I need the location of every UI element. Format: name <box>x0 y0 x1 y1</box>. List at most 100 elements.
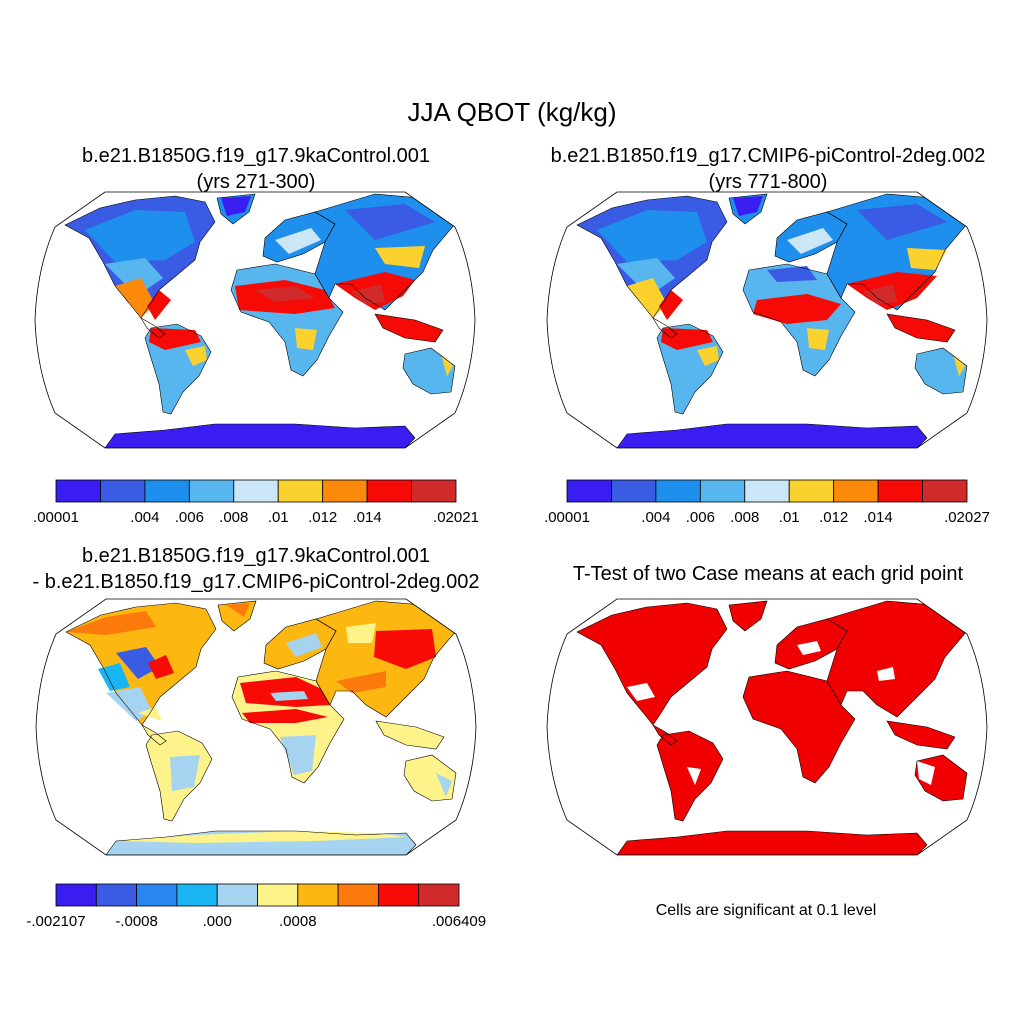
colorbar-swatch-6 <box>833 479 879 503</box>
coastline-greenland <box>728 193 768 225</box>
colorbar-label-0: .00001 <box>33 509 79 526</box>
map-border <box>35 598 477 856</box>
colorbar-swatch-7 <box>877 479 923 503</box>
insignificant-region-2 <box>917 761 935 785</box>
colorbar-swatch-5 <box>277 479 324 503</box>
panel-case1: b.e21.B1850G.f19_g17.9kaControl.001 (yrs… <box>33 145 479 526</box>
colorbar-swatch-1 <box>95 883 138 907</box>
coastline-australia <box>914 347 968 395</box>
significant-region-northAmerica <box>577 603 727 725</box>
coastline-seAsia <box>886 313 956 343</box>
coastline-seAsia <box>374 313 444 343</box>
colorbar-swatch-2 <box>136 883 178 907</box>
field-region-8 <box>226 603 250 617</box>
field-region-2 <box>617 258 675 296</box>
colorbar-diff: -.002107 -.0008 .000 .0008 .006409 <box>26 883 486 930</box>
coastline-centralAmerica <box>141 724 167 746</box>
field-region-3 <box>115 278 155 318</box>
significant-region-southAmerica <box>657 731 723 821</box>
colorbar-swatch-2 <box>144 479 190 503</box>
field-region-14 <box>255 286 315 302</box>
colorbar-swatch-1 <box>611 479 657 503</box>
colorbar-swatch-0 <box>55 479 101 503</box>
colorbar-label-0: -.002107 <box>26 913 85 930</box>
colorbar-label-10: .006409 <box>432 913 486 930</box>
field-region-24 <box>105 424 415 448</box>
field-region-6 <box>221 196 251 216</box>
colorbar-swatch-8 <box>922 479 968 503</box>
field-region-21 <box>887 314 955 342</box>
colorbar-label-3: .006 <box>175 509 204 526</box>
map-case2 <box>546 191 988 449</box>
colorbar-swatch-6 <box>297 883 339 907</box>
significant-region-asia <box>827 601 967 717</box>
colorbar-swatch-3 <box>176 883 218 907</box>
colorbar-swatch-8 <box>411 479 457 503</box>
field-region-13 <box>286 633 322 657</box>
colorbar-label-2: -.0008 <box>115 913 158 930</box>
coastline-southAmerica <box>145 730 213 822</box>
colorbar-swatch-3 <box>699 479 746 503</box>
field-region-15 <box>295 328 317 350</box>
field-region-2 <box>116 647 160 679</box>
colorbar-label-7: .014 <box>353 509 382 526</box>
coastline-australia <box>402 347 456 395</box>
coastline-seAsia <box>375 720 445 750</box>
significant-region-greenland <box>729 601 767 631</box>
field-region-17 <box>270 691 308 701</box>
field-region-15 <box>807 328 829 350</box>
field-region-1 <box>66 611 156 635</box>
field-region-16 <box>242 709 328 723</box>
field-region-22 <box>403 348 455 394</box>
field-region-9 <box>697 346 719 366</box>
panel-case2-title-line1: b.e21.B1850.f19_g17.CMIP6-piControl-2deg… <box>551 145 986 167</box>
panel-ttest: T-Test of two Case means at each grid po… <box>546 563 988 919</box>
field-region-1 <box>85 210 195 262</box>
coastline-centralAmerica <box>652 317 678 339</box>
insignificant-region-0 <box>627 683 655 701</box>
field-region-11 <box>275 228 321 254</box>
field-region-20 <box>374 629 436 669</box>
field-region-6 <box>138 707 162 721</box>
panel-ttest-title: T-Test of two Case means at each grid po… <box>573 563 964 585</box>
colorbar-label-4: .008 <box>219 509 248 526</box>
coastline-antarctica <box>616 830 928 855</box>
colorbar-label-6: .012 <box>308 509 337 526</box>
coastline-centralAmerica <box>652 724 678 746</box>
colorbar-swatch-3 <box>188 479 235 503</box>
field-region-22 <box>336 671 386 693</box>
field-region-24 <box>617 424 927 448</box>
field-region-4 <box>148 655 174 679</box>
colorbar-swatch-6 <box>322 479 368 503</box>
colorbar-label-5: .01 <box>268 509 289 526</box>
field-region-13 <box>753 294 841 324</box>
field-region-3 <box>627 278 667 318</box>
coastline-greenland <box>217 600 257 632</box>
colorbar-swatch-4 <box>216 883 258 907</box>
field-region-23 <box>376 721 444 749</box>
field-region-4 <box>659 290 683 320</box>
coastline-antarctica <box>616 423 928 448</box>
coastline-northAmerica <box>576 602 728 726</box>
significant-region-seAsia <box>887 721 955 749</box>
field-region-4 <box>147 290 171 320</box>
coastline-australia <box>403 754 457 802</box>
colorbar-swatch-2 <box>655 479 701 503</box>
coastline-northAmerica <box>65 602 217 726</box>
field-region-1 <box>597 210 707 262</box>
insignificant-region-4 <box>877 667 895 681</box>
field-region-8 <box>149 328 201 350</box>
significant-region-antarctica <box>617 831 927 855</box>
field-region-2 <box>105 258 163 296</box>
field-region-21 <box>346 623 376 643</box>
coastline-antarctica <box>104 423 416 448</box>
panel-diff-title-line2: - b.e21.B1850.f19_g17.CMIP6-piControl-2d… <box>33 571 480 593</box>
field-region-11 <box>787 228 833 254</box>
field-region-18 <box>280 735 316 775</box>
colorbar-label-4: .000 <box>203 913 232 930</box>
field-region-25 <box>436 773 452 797</box>
map-ttest <box>546 598 988 856</box>
significance-footnote: Cells are significant at 0.1 level <box>656 902 877 919</box>
coastline-greenland <box>728 600 768 632</box>
